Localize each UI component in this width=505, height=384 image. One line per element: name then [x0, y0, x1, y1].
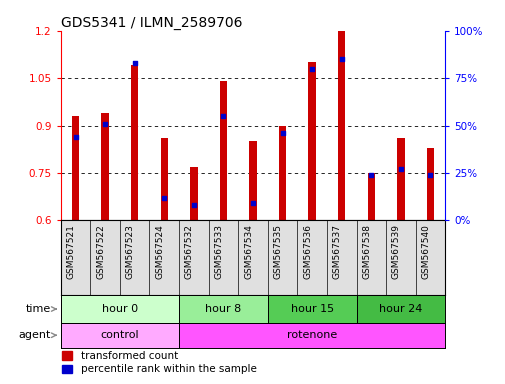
Text: hour 8: hour 8 — [205, 304, 241, 314]
Text: GSM567533: GSM567533 — [214, 224, 223, 279]
Text: GSM567524: GSM567524 — [155, 224, 164, 279]
Text: GSM567535: GSM567535 — [273, 224, 282, 279]
Text: GSM567540: GSM567540 — [421, 224, 430, 279]
Bar — [190, 167, 197, 220]
Bar — [278, 126, 286, 220]
Point — [189, 202, 197, 208]
Text: agent: agent — [18, 330, 50, 340]
Bar — [131, 66, 138, 220]
Bar — [179, 295, 267, 323]
Text: GSM567522: GSM567522 — [96, 224, 105, 279]
Text: hour 15: hour 15 — [290, 304, 333, 314]
Bar — [426, 148, 433, 220]
Point — [278, 130, 286, 136]
Text: GSM567538: GSM567538 — [362, 224, 371, 279]
Text: GSM567537: GSM567537 — [332, 224, 341, 279]
Bar — [267, 295, 356, 323]
Bar — [249, 141, 256, 220]
Text: GSM567521: GSM567521 — [66, 224, 75, 279]
Bar — [308, 62, 315, 220]
Bar — [72, 116, 79, 220]
Text: hour 24: hour 24 — [378, 304, 422, 314]
Point — [71, 134, 79, 140]
Bar — [337, 31, 345, 220]
Text: GSM567536: GSM567536 — [302, 224, 312, 279]
Point — [219, 113, 227, 119]
Legend: transformed count, percentile rank within the sample: transformed count, percentile rank withi… — [62, 351, 256, 374]
Point — [101, 121, 109, 127]
Point — [337, 56, 345, 62]
Text: GDS5341 / ILMN_2589706: GDS5341 / ILMN_2589706 — [61, 16, 242, 30]
Point — [130, 60, 138, 66]
Point — [160, 195, 168, 201]
Point — [426, 172, 434, 178]
Text: GSM567523: GSM567523 — [125, 224, 134, 279]
Text: control: control — [100, 330, 139, 340]
Text: rotenone: rotenone — [286, 330, 337, 340]
Bar — [396, 138, 404, 220]
Text: hour 0: hour 0 — [102, 304, 138, 314]
Bar — [61, 323, 179, 348]
Text: time: time — [25, 304, 50, 314]
Bar — [101, 113, 109, 220]
Point — [248, 200, 257, 207]
Point — [367, 172, 375, 178]
Bar — [61, 295, 179, 323]
Bar — [356, 295, 444, 323]
Bar — [160, 138, 168, 220]
Bar — [367, 173, 374, 220]
Text: GSM567539: GSM567539 — [391, 224, 400, 279]
Text: GSM567534: GSM567534 — [243, 224, 252, 279]
Bar — [219, 81, 227, 220]
Point — [308, 66, 316, 72]
Bar — [179, 323, 444, 348]
Point — [396, 166, 404, 172]
Text: GSM567532: GSM567532 — [184, 224, 193, 279]
